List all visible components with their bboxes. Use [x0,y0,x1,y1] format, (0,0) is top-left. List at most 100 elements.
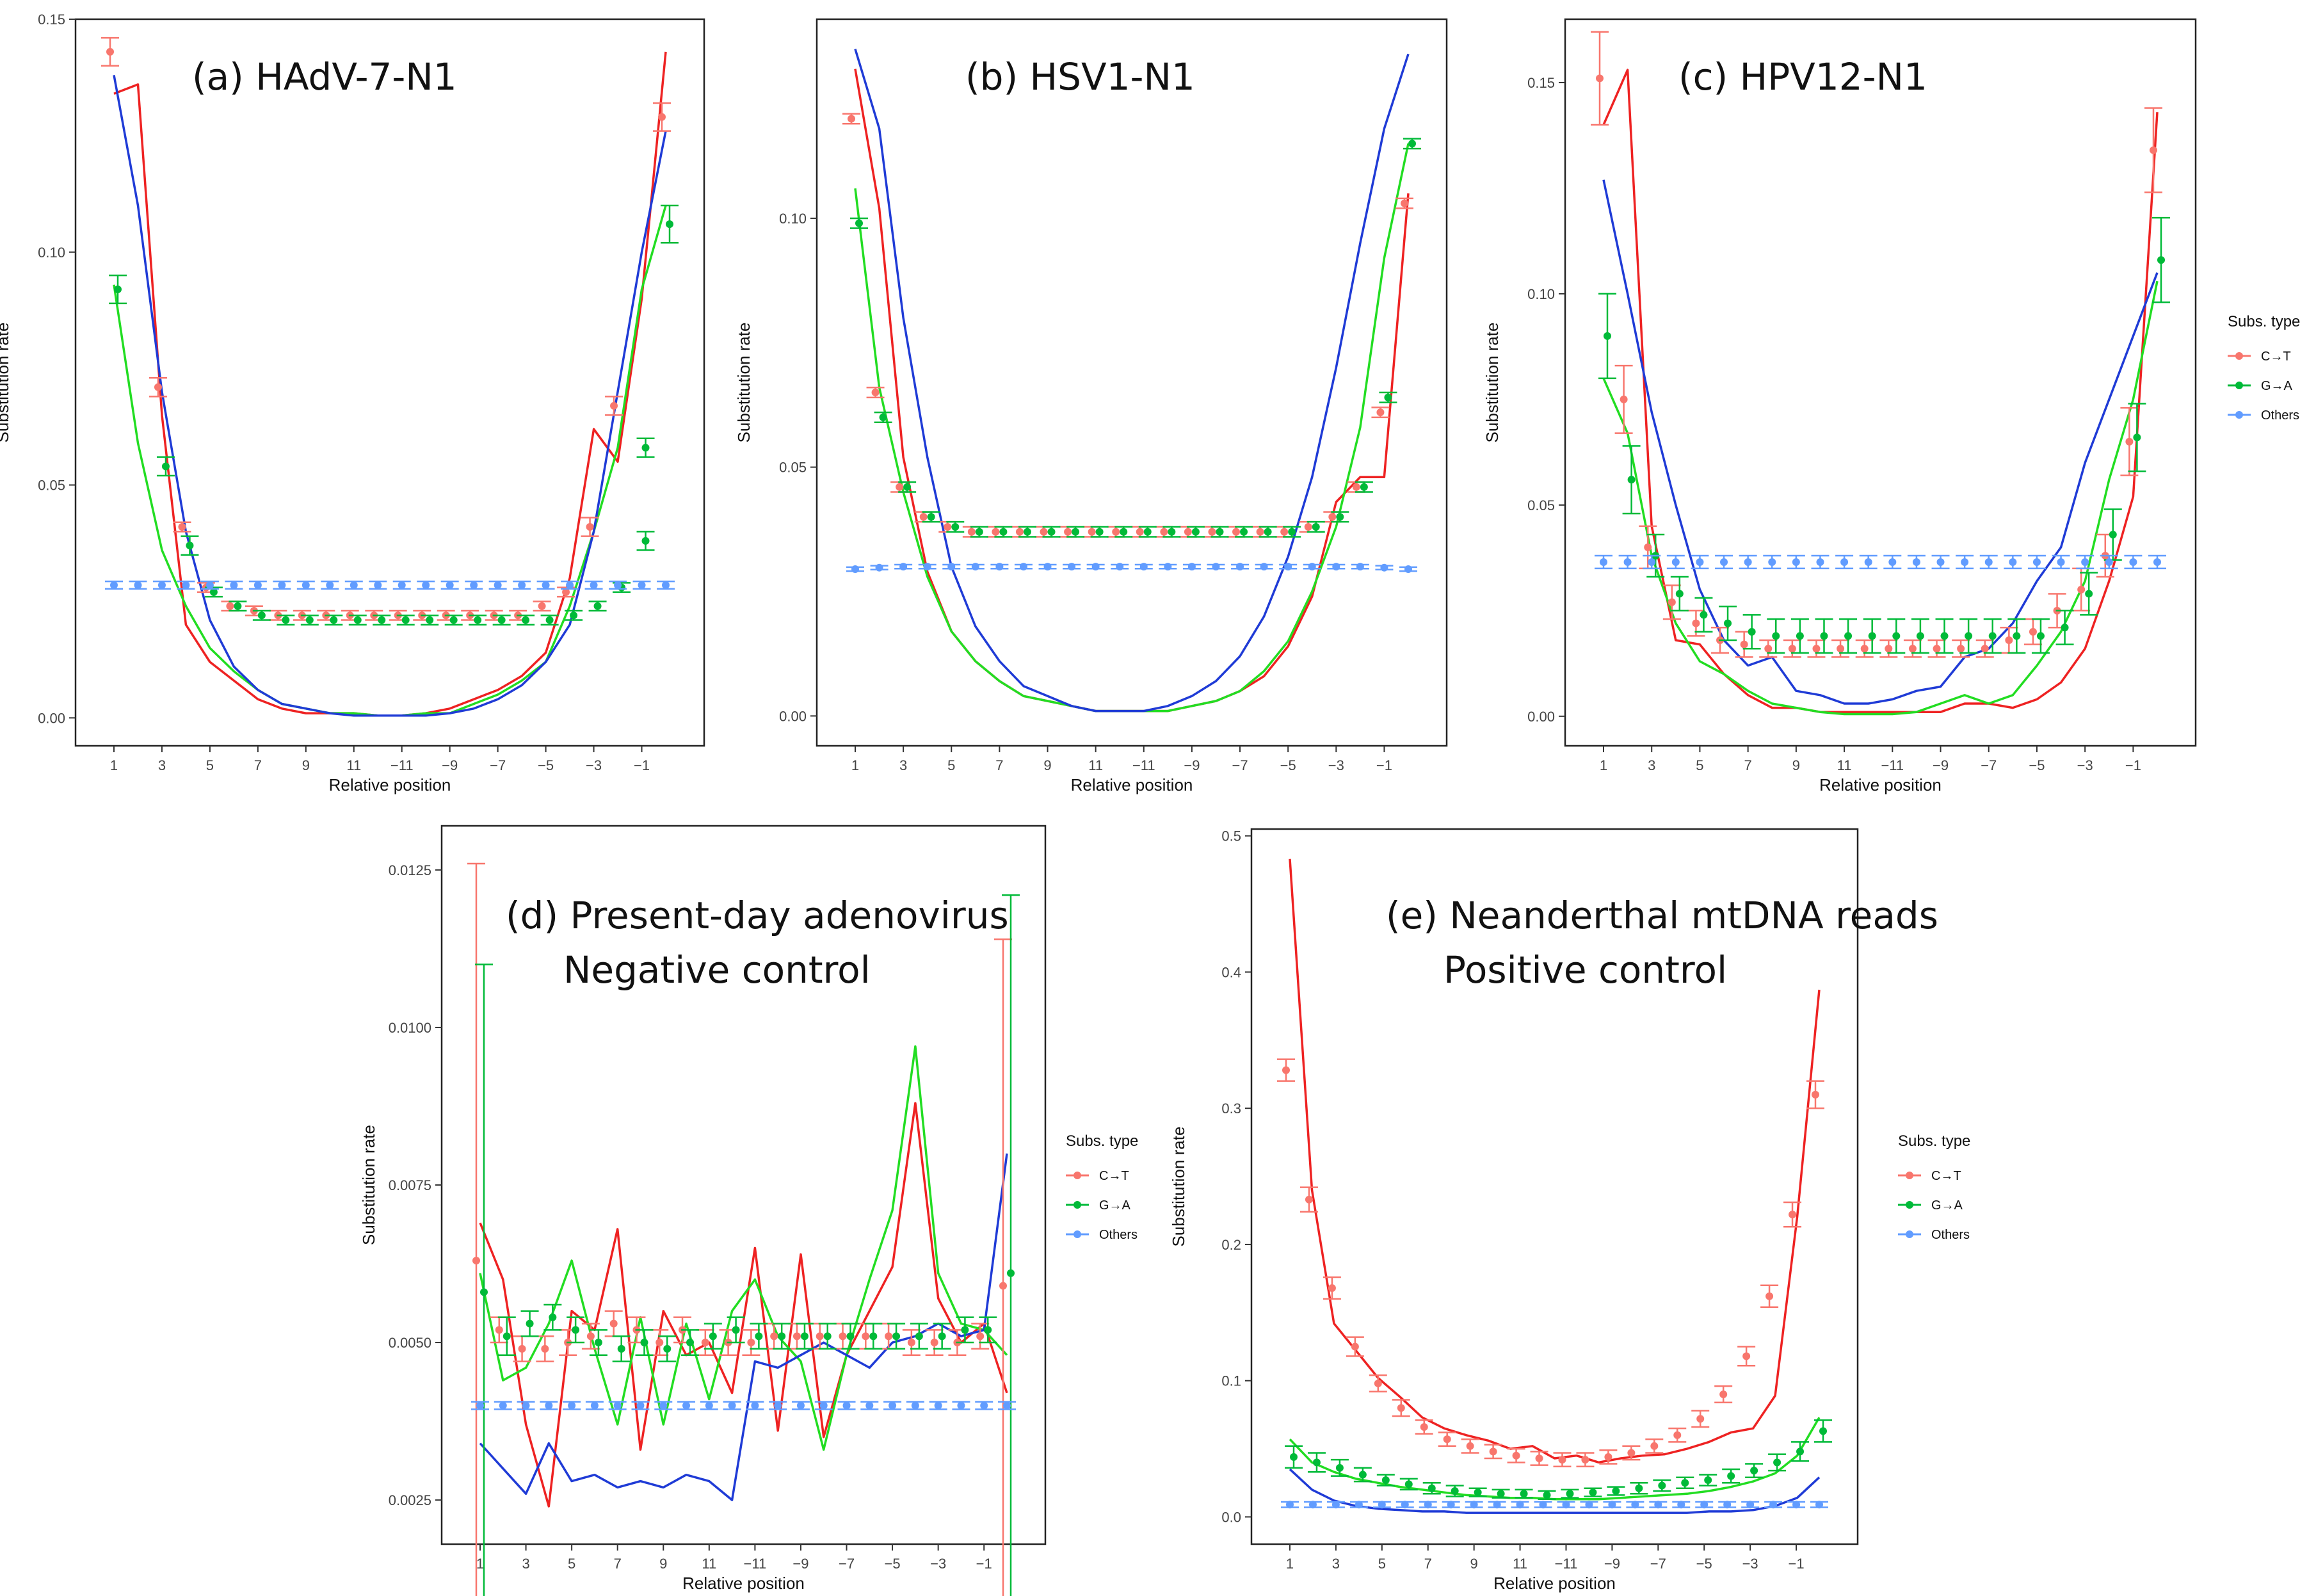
point-marker [1742,1352,1751,1360]
point-marker [659,1401,668,1410]
data-point [1714,1385,1733,1403]
data-point [1355,481,1373,493]
point-marker [1401,199,1408,207]
y-axis-title: Substitution rate [1483,323,1502,443]
data-point [1419,1501,1437,1509]
x-tick-label: −5 [1280,757,1296,773]
x-tick-label: 9 [1470,1556,1478,1572]
point-marker [1623,558,1632,566]
x-tick-label: 3 [1648,757,1655,773]
point-marker [915,1332,923,1341]
data-point [1255,563,1273,571]
point-marker [1236,563,1244,571]
point-marker [1187,563,1196,571]
point-marker [1003,1401,1011,1410]
x-axis-title: Relative position [1819,775,1942,794]
data-point [248,580,267,590]
point-marker [161,462,170,471]
point-marker [1888,558,1897,566]
data-point [631,1401,650,1410]
x-tick-label: 3 [1332,1556,1340,1572]
series-line-others [113,74,667,717]
data-point [296,580,315,590]
data-point [1614,364,1633,434]
data-point [887,1323,906,1350]
point-marker [503,1332,511,1341]
point-marker [823,1332,832,1341]
data-point [653,102,671,132]
data-point [1814,1419,1832,1443]
point-marker [1750,1467,1758,1475]
legend-item: C→T [1066,1169,1129,1183]
data-point [1767,618,1785,654]
point-marker [426,616,434,624]
point-marker [1644,543,1652,551]
point-marker [2105,558,2113,566]
point-marker [1681,1479,1689,1487]
point-marker [282,616,290,624]
point-marker [518,1344,526,1353]
data-point [2144,107,2162,193]
x-axis-title: Relative position [1493,1574,1616,1593]
point-marker [1336,513,1344,521]
point-marker [855,219,863,227]
point-marker [1019,563,1027,571]
data-point [536,580,555,590]
data-point [2027,554,2046,570]
x-tick-label: −5 [1696,1556,1712,1572]
legend-key-marker [1906,1172,1913,1179]
point-marker [1961,558,1969,566]
point-marker [593,602,602,610]
point-marker [401,616,410,624]
data-point [850,217,868,229]
data-point [956,1316,974,1344]
data-point [344,580,363,590]
point-marker [1940,632,1949,640]
x-tick-label: 5 [947,757,955,773]
x-tick-label: 9 [1792,757,1800,773]
point-marker [1600,558,1607,566]
data-point [1739,554,1757,570]
y-axis-title: Substitution rate [1169,1127,1188,1247]
point-marker [865,1401,874,1410]
x-tick-label: 9 [659,1556,667,1572]
point-marker [570,611,578,620]
point-marker [1635,1484,1643,1492]
point-marker [541,1344,549,1353]
point-marker [938,1332,946,1341]
data-point [273,580,291,590]
legend-item: G→A [1898,1198,1963,1213]
data-point [1662,584,1681,620]
point-marker [1612,1487,1620,1495]
data-point [109,274,127,305]
data-point [883,1401,902,1410]
point-marker [1404,1480,1413,1488]
point-marker [1401,1501,1409,1509]
y-tick-label: 0.00 [38,710,65,726]
data-point [1399,1478,1418,1491]
point-marker [305,616,314,624]
point-marker [682,1401,691,1410]
data-point [1415,1419,1433,1435]
point-marker [2150,146,2157,154]
point-marker [1654,1501,1662,1509]
data-point [1210,526,1229,538]
data-point [1445,1485,1464,1497]
data-point [1715,554,1733,570]
point-marker [1064,528,1072,536]
y-axis-title: Substitution rate [734,323,753,443]
data-point [1959,618,1978,654]
point-marker [542,581,550,589]
series-line-c-t [854,69,1410,713]
data-point [677,1401,696,1410]
data-point [200,580,219,590]
point-marker [1744,558,1752,566]
point-marker [975,528,983,536]
data-point [2128,403,2146,472]
y-tick-label: 0.15 [38,12,65,28]
data-point [129,580,147,590]
data-point [1285,1445,1303,1469]
data-point [1645,1438,1664,1454]
series-line-g-a [113,205,667,717]
